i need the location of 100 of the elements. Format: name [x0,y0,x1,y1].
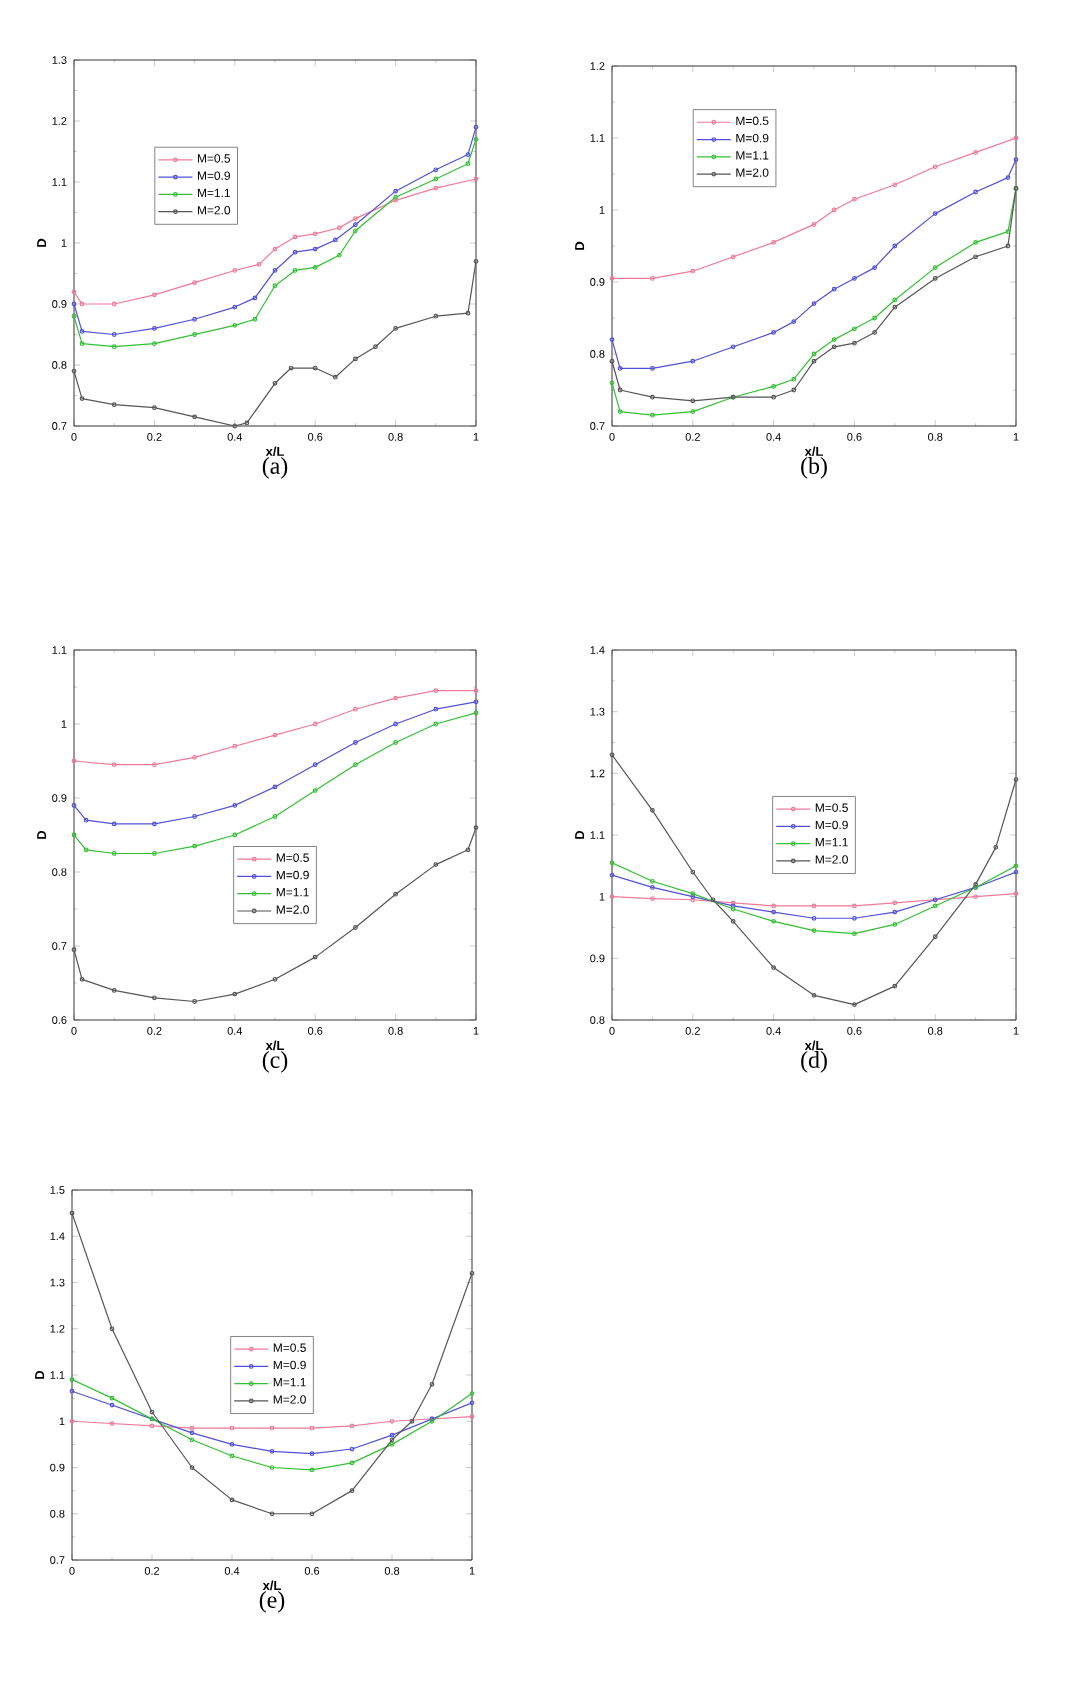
point [771,909,777,915]
point [973,189,979,195]
point [272,784,278,790]
point [79,341,85,347]
point [872,315,878,321]
point [189,1437,195,1443]
point [811,915,817,921]
point [349,1460,355,1466]
point [993,844,999,850]
point [111,344,117,350]
point [349,1488,355,1494]
point [389,1418,395,1424]
point [272,283,278,289]
point [244,420,250,426]
point [730,254,736,260]
point [336,252,342,258]
text: (c) [262,1051,288,1073]
point [269,1511,275,1517]
point [811,992,817,998]
text: (a) [262,457,288,479]
point [433,862,439,868]
point [690,398,696,404]
point [892,243,898,249]
point [83,817,89,823]
point [272,380,278,386]
point [690,869,696,875]
point [465,310,471,316]
point [232,304,238,310]
point [252,316,258,322]
point [892,909,898,915]
point [272,246,278,252]
point [811,903,817,909]
point [892,182,898,188]
point [149,1423,155,1429]
point [433,167,439,173]
point [256,261,262,267]
point [312,762,318,768]
point [111,301,117,307]
point [465,161,471,167]
point [232,423,238,429]
point [149,1409,155,1415]
point [932,903,938,909]
point [109,1326,115,1332]
point [336,225,342,231]
point [429,1381,435,1387]
point [973,254,979,260]
point [791,376,797,382]
point [229,1453,235,1459]
point [892,900,898,906]
point [79,976,85,982]
point [932,934,938,940]
point [252,295,258,301]
point [433,688,439,694]
point [710,897,716,903]
point [79,301,85,307]
point [791,387,797,393]
point [332,374,338,380]
point [111,821,117,827]
point [433,721,439,727]
point [433,176,439,182]
point [892,297,898,303]
point [349,1423,355,1429]
point [272,732,278,738]
point [309,1511,315,1517]
point [111,402,117,408]
point [771,918,777,924]
point [389,1432,395,1438]
point [111,762,117,768]
point [312,788,318,794]
point [831,207,837,213]
point [232,991,238,997]
text: (d) [801,1051,827,1073]
point [730,344,736,350]
point [312,721,318,727]
point [831,286,837,292]
point [309,1425,315,1431]
point [189,1425,195,1431]
point [892,304,898,310]
point [771,394,777,400]
point [312,231,318,237]
point [690,268,696,274]
point [332,237,338,243]
point [433,313,439,319]
point [617,387,623,393]
point [109,1395,115,1401]
point [932,164,938,170]
text: (e) [259,1591,285,1613]
point [465,847,471,853]
point [269,1448,275,1454]
point [309,1467,315,1473]
point [349,1446,355,1452]
point [409,1418,415,1424]
point [292,249,298,255]
point [973,894,979,900]
point [292,234,298,240]
point [730,918,736,924]
point [269,1425,275,1431]
point [288,365,294,371]
point [189,1430,195,1436]
point [831,344,837,350]
